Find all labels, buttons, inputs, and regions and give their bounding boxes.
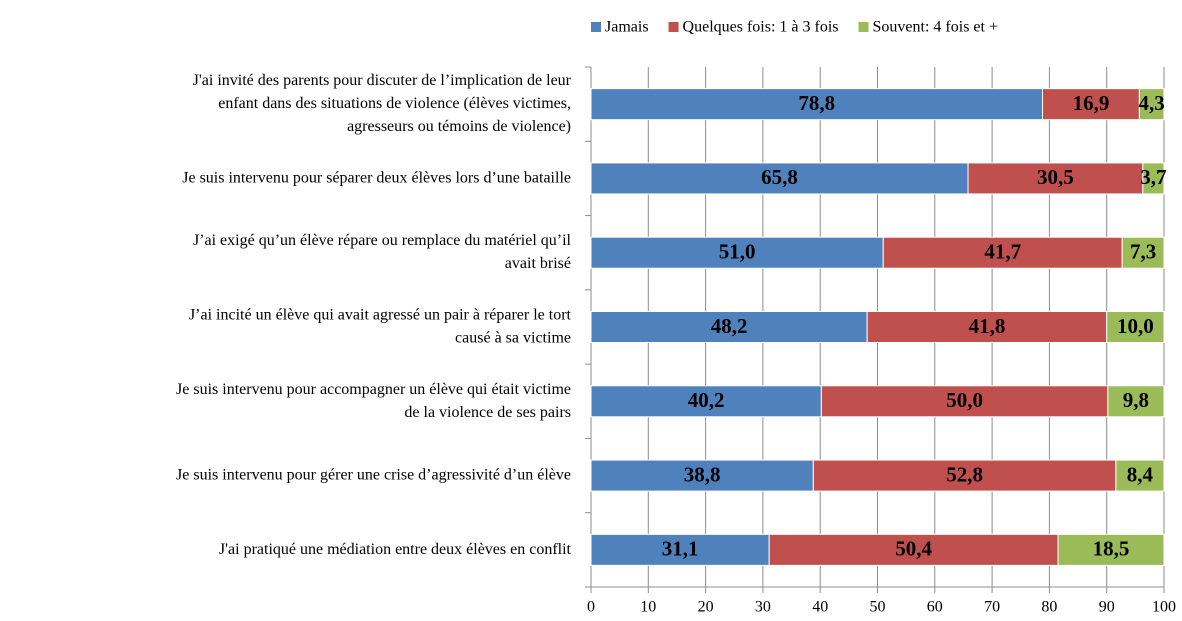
value-label: 38,8 <box>684 462 721 486</box>
x-tick-label: 10 <box>640 599 656 616</box>
value-label: 50,4 <box>895 537 932 561</box>
bar-segment <box>820 385 1109 418</box>
value-label: 16,9 <box>1073 91 1110 115</box>
value-label: 40,2 <box>688 388 725 412</box>
bar-segment <box>1142 162 1165 195</box>
legend-swatch <box>591 22 601 32</box>
bar-segment <box>590 385 822 418</box>
bar-segment <box>1042 88 1140 121</box>
legend-label: Quelques fois: 1 à 3 fois <box>683 19 839 36</box>
x-tick-label: 60 <box>927 599 943 616</box>
legend-label: Jamais <box>605 19 649 36</box>
value-label: 10,0 <box>1117 314 1154 338</box>
bar-segment <box>1121 236 1165 269</box>
legend-swatch <box>858 22 869 32</box>
category-label: J’ai incité un élève qui avait agressé u… <box>189 306 572 346</box>
bar-segment <box>590 88 1044 121</box>
value-label: 7,3 <box>1130 240 1156 264</box>
legend-swatch <box>668 22 679 32</box>
value-label: 41,7 <box>984 240 1021 264</box>
x-tick-label: 70 <box>984 599 1000 616</box>
value-label: 4,3 <box>1139 91 1165 115</box>
bar-segment <box>1107 385 1165 418</box>
value-label: 30,5 <box>1037 165 1074 189</box>
value-label: 78,8 <box>798 91 835 115</box>
bar-segment <box>768 533 1059 566</box>
value-label: 51,0 <box>719 240 756 264</box>
category-label: J’ai exigé qu’un élève répare ou remplac… <box>193 232 572 272</box>
x-tick-label: 80 <box>1041 599 1057 616</box>
value-label: 31,1 <box>662 537 699 561</box>
bar-segment <box>590 533 770 566</box>
value-label: 52,8 <box>946 462 983 486</box>
x-tick-label: 0 <box>587 599 595 616</box>
x-tick-label: 20 <box>698 599 714 616</box>
value-label: 9,8 <box>1123 388 1149 412</box>
bar-segment <box>590 311 868 343</box>
x-tick-label: 100 <box>1152 599 1176 616</box>
bar-segment <box>590 162 969 195</box>
bar-segment <box>812 459 1117 492</box>
value-label: 3,7 <box>1140 165 1166 189</box>
legend-label: Souvent: 4 fois et + <box>873 19 998 36</box>
bar-segment <box>590 459 814 492</box>
value-label: 18,5 <box>1093 537 1130 561</box>
bar-segment <box>1138 88 1165 121</box>
bar-segment <box>882 236 1123 269</box>
x-tick-label: 40 <box>812 599 828 616</box>
category-label: Je suis intervenu pour accompagner un él… <box>176 380 571 420</box>
category-label: Je suis intervenu pour gérer une crise d… <box>176 466 571 483</box>
value-label: 65,8 <box>761 165 798 189</box>
category-label: J'ai invité des parents pour discuter de… <box>193 72 572 135</box>
value-label: 8,4 <box>1127 462 1154 486</box>
x-tick-label: 50 <box>870 599 886 616</box>
bar-segment <box>866 311 1108 343</box>
bar-segment <box>1057 533 1165 566</box>
category-label: Je suis intervenu pour séparer deux élèv… <box>182 169 571 186</box>
value-label: 48,2 <box>711 314 748 338</box>
category-label: J'ai pratiqué une médiation entre deux é… <box>219 541 572 558</box>
bar-segment <box>1106 311 1165 343</box>
x-tick-label: 90 <box>1099 599 1115 616</box>
bar-segment <box>1115 459 1165 492</box>
value-label: 50,0 <box>946 388 983 412</box>
bar-segment <box>967 162 1144 195</box>
value-label: 41,8 <box>969 314 1006 338</box>
x-tick-label: 30 <box>755 599 771 616</box>
